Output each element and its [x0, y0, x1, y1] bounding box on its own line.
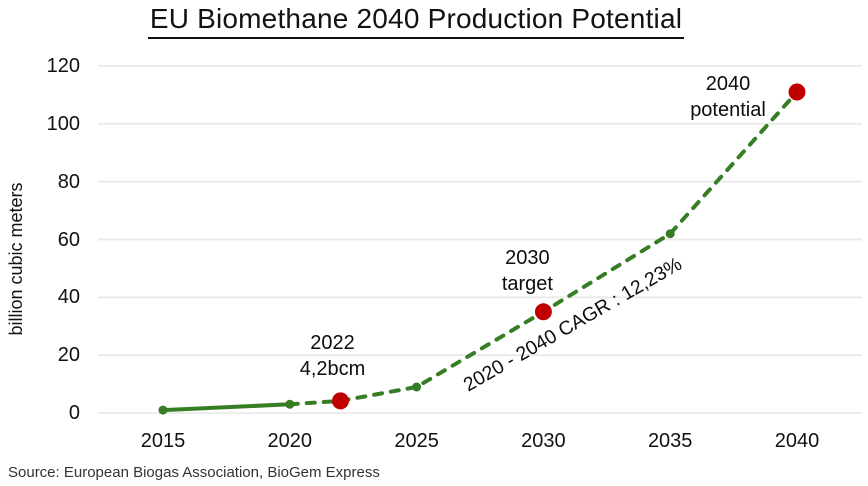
- x-axis-tick-label: 2020: [267, 430, 313, 452]
- milestone-marker: [788, 83, 806, 101]
- data-point-marker: [665, 229, 675, 239]
- data-point-marker: [158, 405, 168, 415]
- y-axis-tick-label: 120: [46, 55, 80, 77]
- data-point-label: 2040 potential: [658, 71, 798, 123]
- data-point-label-line: potential: [690, 99, 766, 122]
- chart-title-row: EU Biomethane 2040 Production Potential: [0, 3, 868, 39]
- y-axis-tick-label: 20: [57, 344, 80, 367]
- y-axis-tick-label: 0: [68, 402, 80, 424]
- data-point-label-line: 2040: [705, 73, 751, 96]
- y-axis-tick-label: 100: [46, 112, 80, 135]
- x-axis-tick-label: 2025: [394, 430, 439, 452]
- series-line-historical: [161, 402, 292, 413]
- milestone-marker: [534, 303, 552, 321]
- data-point-label-line: target: [501, 272, 553, 295]
- data-point-label-line: 2022: [310, 331, 355, 354]
- x-axis-tick-label: 2040: [774, 430, 820, 452]
- x-axis-tick-label: 2030: [521, 430, 566, 452]
- source-attribution: Source: European Biogas Association, Bio…: [8, 464, 380, 481]
- milestone-marker: [332, 392, 349, 410]
- data-point-marker: [412, 382, 422, 392]
- data-point-marker: [285, 399, 295, 409]
- x-axis-tick-label: 2035: [647, 430, 693, 452]
- data-point-label-line: 4,2bcm: [299, 357, 366, 380]
- x-axis-tick-label: 2015: [140, 430, 186, 452]
- y-axis-tick-label: 80: [57, 170, 80, 193]
- data-point-label: 2022 4,2bcm: [263, 330, 403, 382]
- y-axis-tick-label: 60: [57, 228, 80, 251]
- data-point-label-line: 2030: [505, 246, 550, 269]
- data-point-label: 2030 target: [457, 245, 597, 297]
- y-axis-tick-label: 40: [57, 286, 80, 309]
- chart-title: EU Biomethane 2040 Production Potential: [147, 3, 685, 39]
